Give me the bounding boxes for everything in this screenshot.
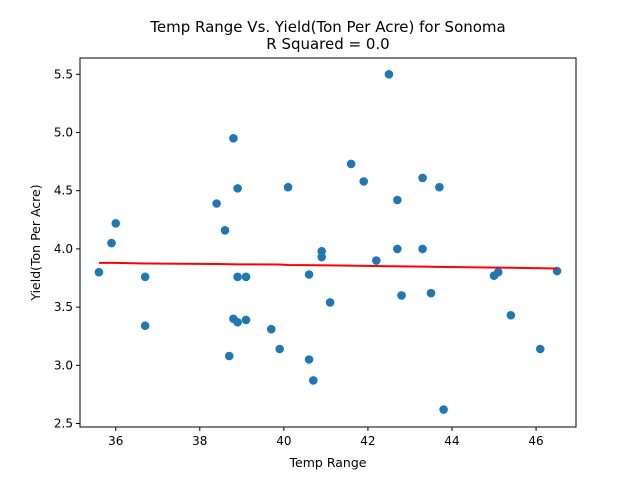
data-point [397,291,406,300]
data-point [372,256,381,265]
data-point [359,177,369,186]
data-point [435,182,444,192]
x-tick-label: 38 [192,434,207,448]
y-tick-label: 5.0 [54,125,73,139]
x-axis-ticks: 36 38 40 42 44 46 [108,427,544,448]
data-point [140,321,150,331]
data-point [275,344,284,354]
data-point [426,288,436,298]
chart-subtitle: R Squared = 0.0 [266,35,389,53]
data-point [317,252,326,262]
y-tick-label: 5.5 [54,67,73,81]
data-point [439,405,448,414]
data-point [304,270,314,279]
x-tick-label: 42 [360,434,375,448]
data-point [304,355,314,364]
data-point [229,134,238,143]
data-point [233,184,242,193]
data-points [94,70,562,414]
data-point [393,244,402,254]
data-point [535,344,545,354]
plot-frame [79,57,577,428]
data-point [384,70,394,79]
y-tick-label: 3.5 [54,300,73,314]
x-tick-label: 40 [276,434,291,448]
data-point [94,267,104,277]
data-point [418,173,427,183]
data-point [220,225,230,235]
regression-line [98,261,558,270]
x-axis-label: Temp Range [289,455,367,470]
x-tick-label: 44 [444,434,459,448]
data-point [224,351,234,361]
data-point [241,315,251,325]
y-axis-label: Yield(Ton Per Acre) [28,184,43,301]
y-tick-label: 4.0 [54,242,73,256]
data-point [107,238,116,248]
y-tick-label: 2.5 [54,417,73,431]
data-point [346,159,356,169]
data-point [325,298,335,307]
y-axis-ticks: 2.5 3.0 3.5 4.0 4.5 5.0 5.5 [54,67,80,431]
regression-line-group [98,261,558,270]
data-point [233,272,242,282]
data-point [283,182,293,192]
data-point [418,244,427,254]
chart-title: Temp Range Vs. Yield(Ton Per Acre) for S… [149,18,505,36]
data-point [493,267,503,277]
x-tick-label: 46 [528,434,543,448]
y-tick-label: 3.0 [54,358,73,372]
data-point [212,199,221,208]
data-point [308,376,318,385]
data-point [266,324,276,334]
data-point [393,195,402,205]
x-tick-label: 36 [108,434,123,448]
data-point [506,310,516,320]
data-point [241,272,251,282]
data-point [233,317,242,327]
data-point [111,218,121,228]
data-point [140,272,150,282]
y-tick-label: 4.5 [54,184,73,198]
